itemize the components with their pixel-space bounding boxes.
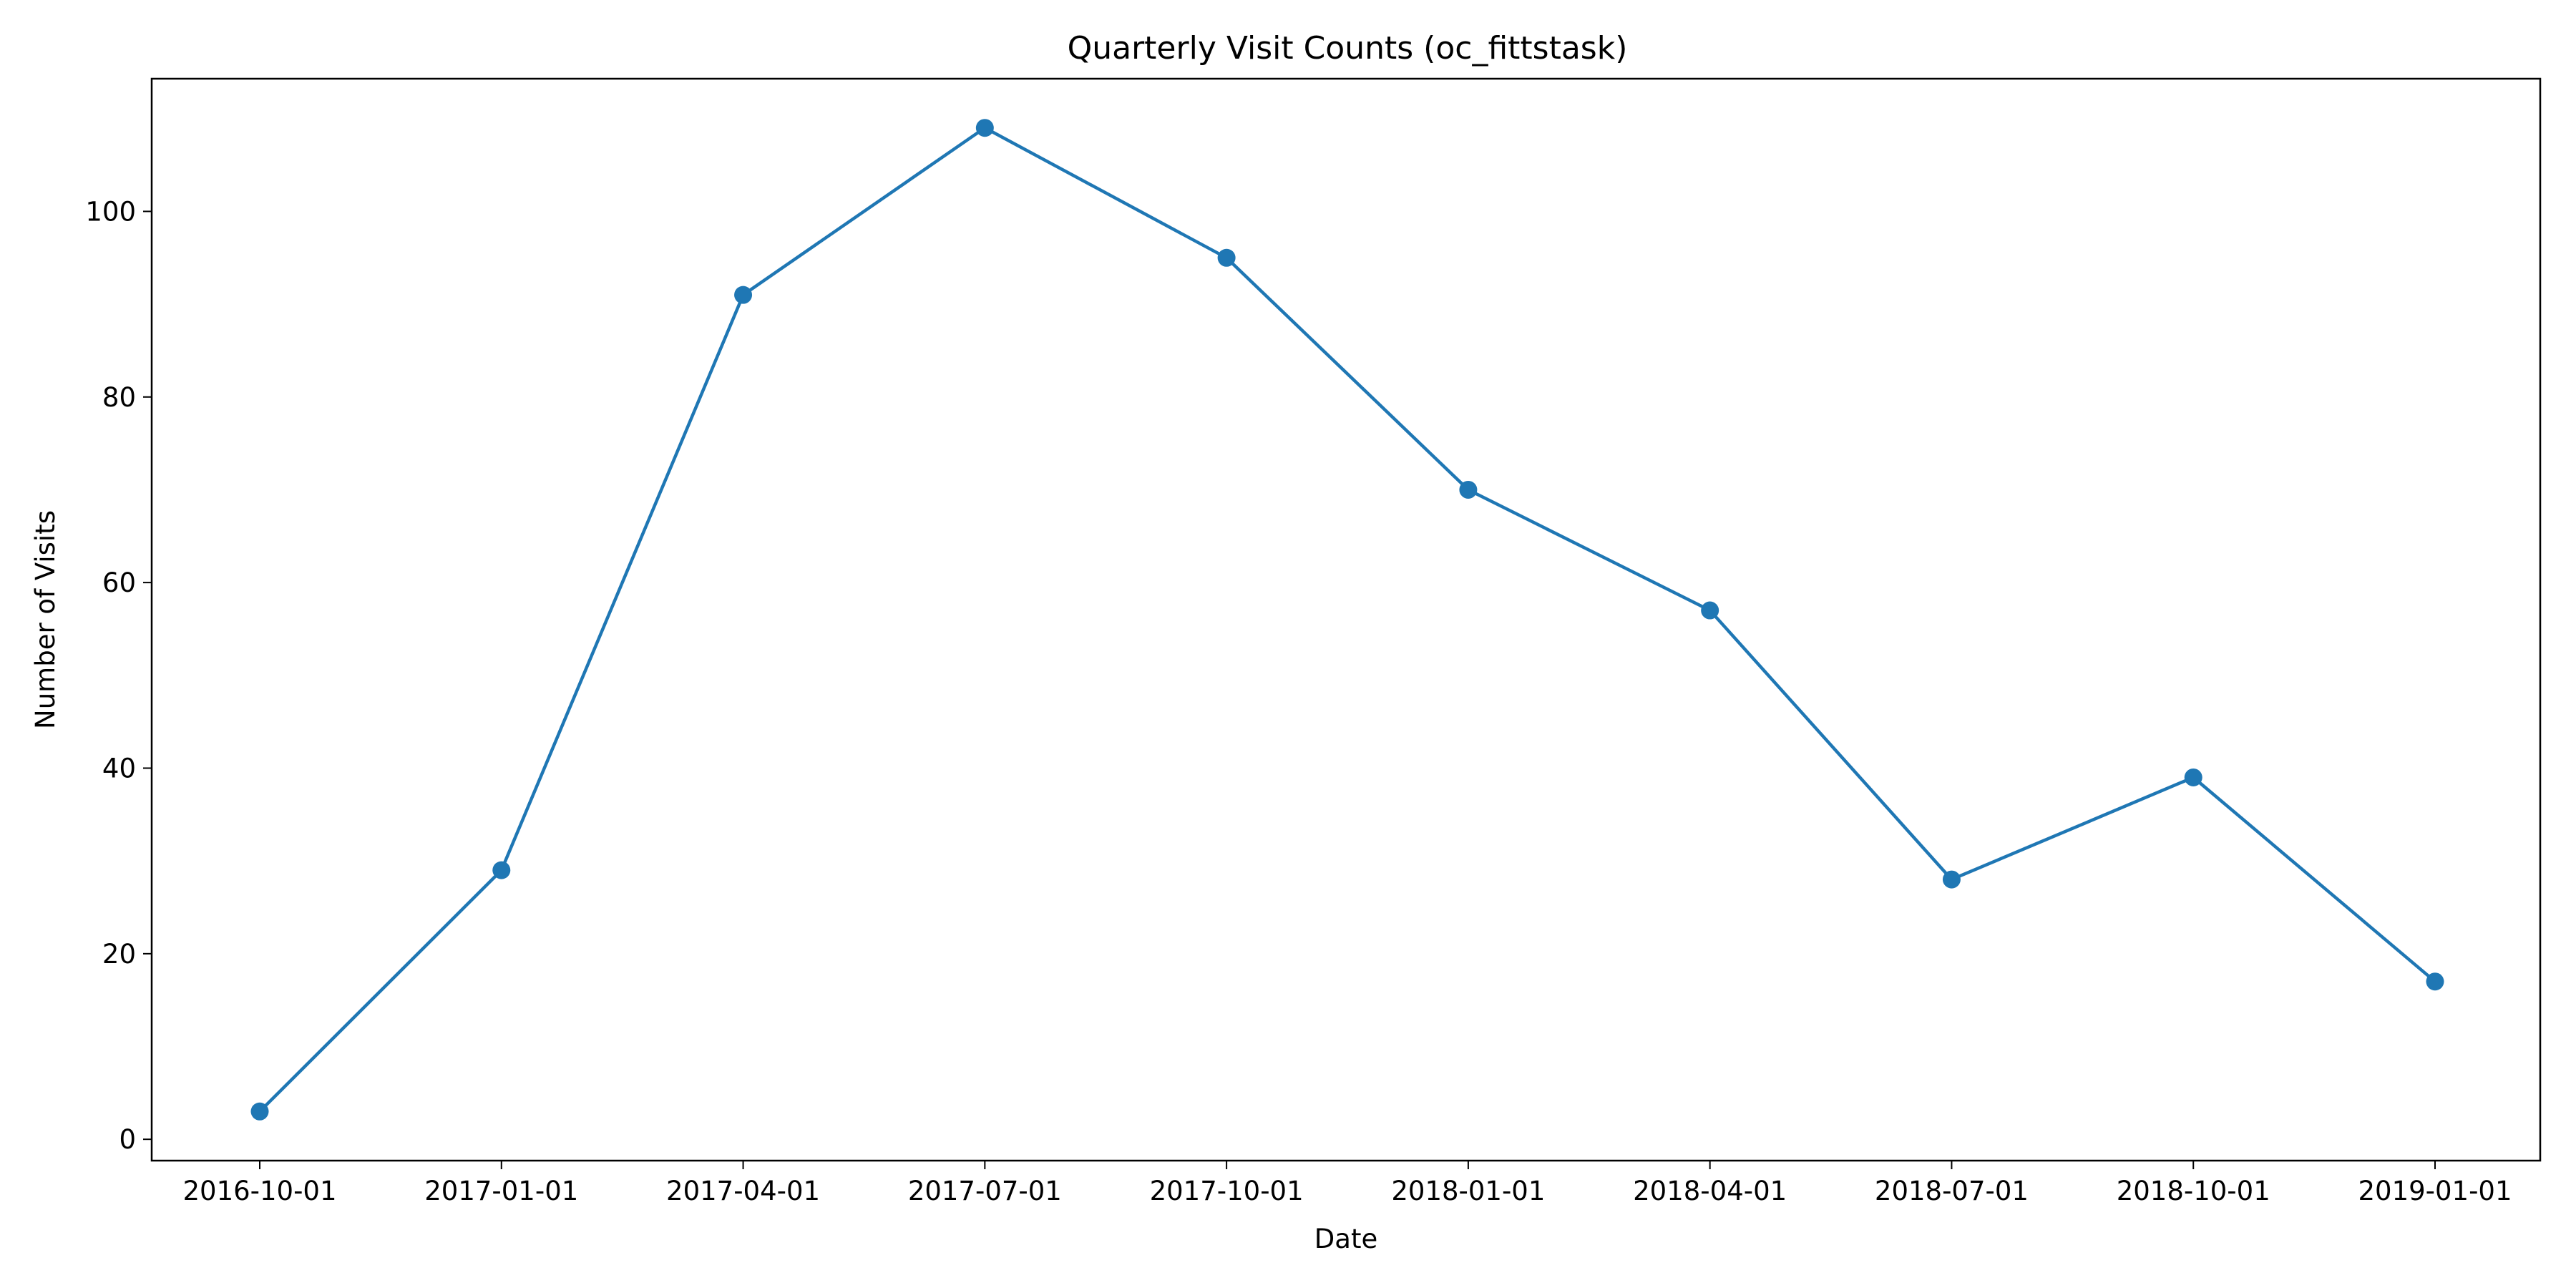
- data-point: [492, 861, 511, 879]
- data-point: [975, 119, 994, 137]
- data-point: [2184, 768, 2202, 786]
- x-axis: 2016-10-01 2017-01-01 2017-04-01 2017-07-01…: [182, 1161, 2512, 1206]
- y-tick-label: 60: [102, 567, 136, 598]
- x-tick-label: 2017-01-01: [424, 1176, 578, 1206]
- plot-area: [250, 119, 2444, 1121]
- y-tick-label: 80: [102, 382, 136, 413]
- data-point: [1459, 480, 1478, 499]
- data-point: [734, 286, 753, 304]
- data-point: [1217, 248, 1236, 267]
- y-tick-label: 20: [102, 939, 136, 970]
- x-tick-label: 2017-10-01: [1150, 1176, 1304, 1206]
- x-tick-label: 2018-01-01: [1391, 1176, 1545, 1206]
- x-tick-label: 2017-04-01: [666, 1176, 820, 1206]
- y-tick-label: 0: [119, 1124, 136, 1155]
- x-tick-label: 2018-04-01: [1633, 1176, 1787, 1206]
- series-line: [258, 126, 2436, 1113]
- plot-frame: [150, 77, 2542, 1162]
- x-tick-label: 2017-07-01: [908, 1176, 1062, 1206]
- x-tick-label: 2018-07-01: [1875, 1176, 2029, 1206]
- data-point: [1701, 601, 1719, 620]
- chart-title: Quarterly Visit Counts (oc_fittstask): [1068, 30, 1628, 67]
- y-axis-title: Number of Visits: [30, 510, 61, 729]
- data-point: [2426, 972, 2444, 991]
- x-tick-label: 2018-10-01: [2117, 1176, 2270, 1206]
- y-tick-label: 40: [102, 753, 136, 784]
- x-tick-label: 2016-10-01: [182, 1176, 336, 1206]
- x-axis-title: Date: [1314, 1224, 1377, 1254]
- y-tick-label: 100: [85, 196, 136, 227]
- data-point: [250, 1102, 269, 1121]
- y-axis: 0 20 40 60 80 100: [85, 196, 152, 1155]
- x-tick-label: 2019-01-01: [2358, 1176, 2512, 1206]
- data-point: [1942, 870, 1961, 889]
